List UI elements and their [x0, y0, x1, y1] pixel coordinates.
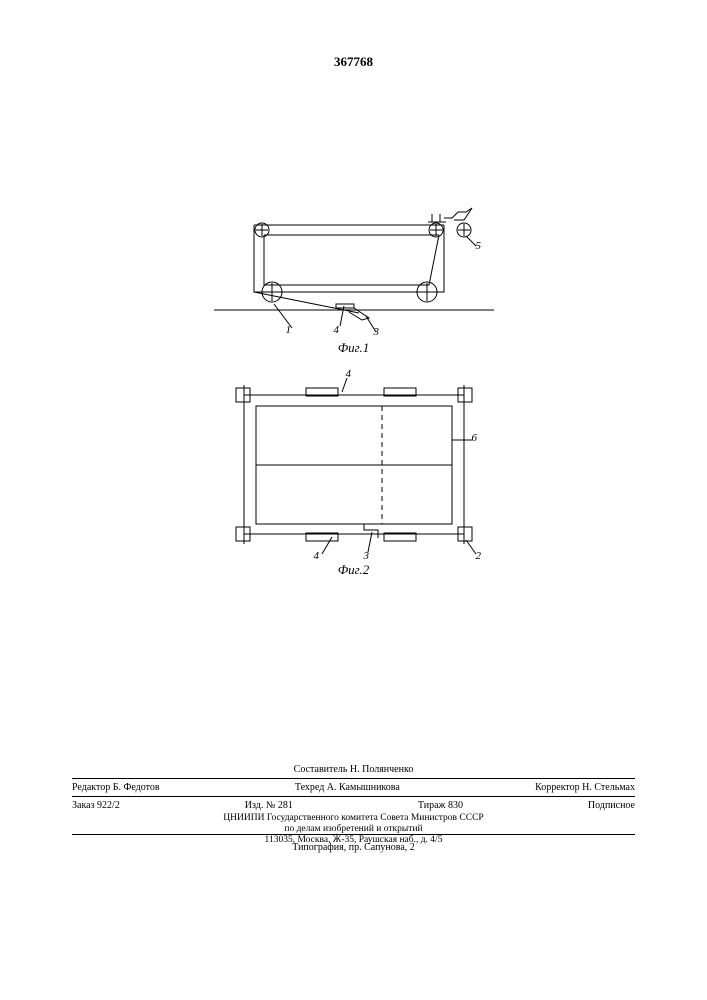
institute: ЦНИИПИ Государственного комитета Совета … — [72, 813, 635, 846]
divider-2 — [72, 796, 635, 797]
divider-1 — [72, 778, 635, 779]
editor-row: Редактор Б. Федотов Техред А. Камышников… — [72, 782, 635, 793]
corrector: Корректор Н. Стельмах — [535, 782, 635, 793]
ref-4: 4 — [334, 324, 340, 336]
ref-2: 2 — [476, 550, 482, 562]
fig1-svg — [214, 200, 494, 340]
order-row: Заказ 922/2 Изд. № 281 Тираж 830 Подписн… — [72, 800, 635, 811]
divider-3 — [72, 834, 635, 835]
figure-1: 1 4 3 5 — [214, 200, 494, 340]
izd: Изд. № 281 — [245, 800, 293, 811]
fig1-caption: Фиг.1 — [338, 340, 370, 356]
editor: Редактор Б. Федотов — [72, 782, 160, 793]
ref-4a: 4 — [346, 368, 352, 380]
printer: Типография, пр. Сапунова, 2 — [72, 842, 635, 853]
tirage: Тираж 830 — [418, 800, 463, 811]
compiler: Составитель Н. Полянченко — [72, 764, 635, 775]
fig2-svg — [214, 370, 494, 570]
ref-6: 6 — [472, 432, 478, 444]
techred: Техред А. Камышникова — [295, 782, 400, 793]
ref-4b: 4 — [314, 550, 320, 562]
patent-number: 367768 — [334, 54, 373, 70]
subscript: Подписное — [588, 800, 635, 811]
figure-2: 4 6 4 3 2 — [214, 370, 494, 570]
ref-3b: 3 — [364, 550, 370, 562]
institute-line1: ЦНИИПИ Государственного комитета Совета … — [72, 813, 635, 824]
order: Заказ 922/2 — [72, 800, 120, 811]
ref-3: 3 — [374, 326, 380, 338]
ref-5: 5 — [476, 240, 482, 252]
fig2-caption: Фиг.2 — [338, 562, 370, 578]
ref-1: 1 — [286, 324, 292, 336]
